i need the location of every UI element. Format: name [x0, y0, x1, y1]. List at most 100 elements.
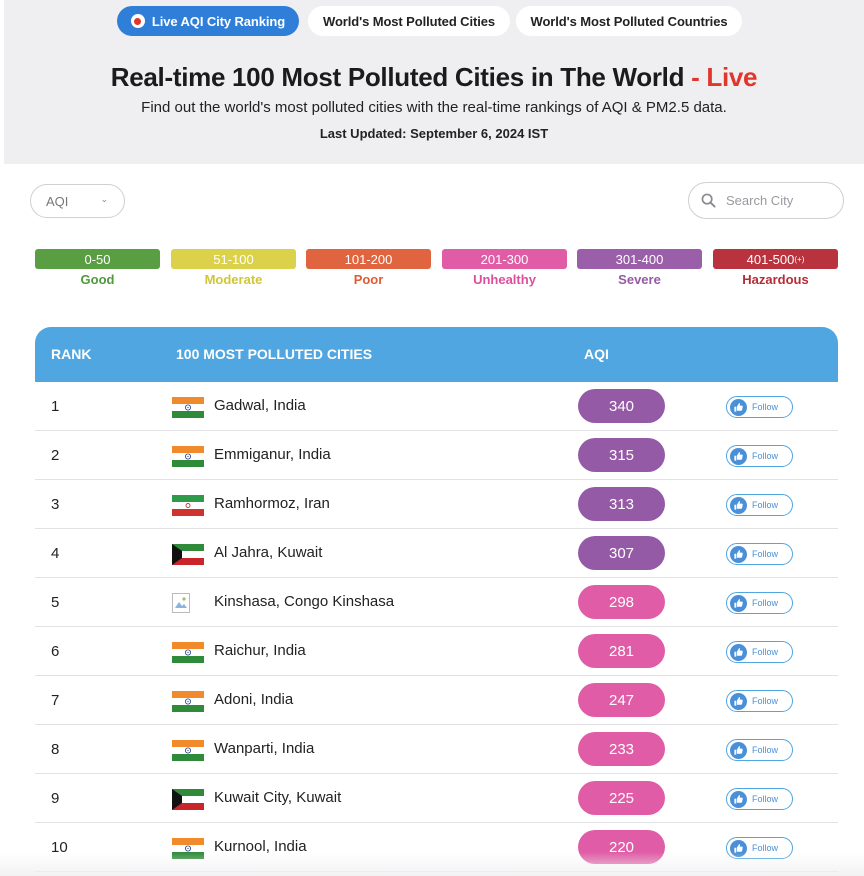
follow-button[interactable]: Follow: [726, 641, 793, 663]
scale-range-text: 51-100: [213, 251, 254, 267]
follow-button[interactable]: Follow: [726, 788, 793, 810]
metric-select[interactable]: AQI ⌄: [30, 184, 125, 218]
table-row[interactable]: 7 Adoni, India 247 Follow: [35, 676, 838, 725]
table-row[interactable]: 1 Gadwal, India 340 Follow: [35, 382, 838, 431]
tab-live-aqi-city-ranking[interactable]: Live AQI City Ranking: [117, 6, 299, 36]
scale-range: 201-300: [442, 249, 567, 269]
chevron-down-icon: ⌄: [100, 194, 108, 204]
table-row[interactable]: 9 Kuwait City, Kuwait 225 Follow: [35, 774, 838, 823]
follow-button[interactable]: Follow: [726, 494, 793, 516]
search-icon: [701, 193, 716, 208]
row-city[interactable]: Gadwal, India: [214, 397, 306, 414]
scale-item-severe: 301-400 Severe: [577, 249, 702, 287]
aqi-badge: 220: [578, 830, 665, 864]
search-box[interactable]: [688, 182, 844, 219]
aqi-badge: 313: [578, 487, 665, 521]
flag-india-icon: [172, 740, 204, 761]
table-header: RANK 100 MOST POLLUTED CITIES AQI: [35, 327, 838, 382]
table-row[interactable]: 6 Raichur, India 281 Follow: [35, 627, 838, 676]
row-city[interactable]: Wanparti, India: [214, 740, 315, 757]
follow-button[interactable]: Follow: [726, 445, 793, 467]
follow-button[interactable]: Follow: [726, 690, 793, 712]
follow-label: Follow: [752, 549, 779, 559]
aqi-badge: 340: [578, 389, 665, 423]
scale-range: 301-400: [577, 249, 702, 269]
follow-button[interactable]: Follow: [726, 837, 793, 859]
page-title: Real-time 100 Most Polluted Cities in Th…: [4, 62, 864, 93]
row-city[interactable]: Al Jahra, Kuwait: [214, 544, 323, 561]
flag-kuwait-icon: [172, 789, 204, 810]
row-rank: 7: [51, 692, 60, 709]
follow-label: Follow: [752, 745, 779, 755]
row-rank: 10: [51, 839, 68, 856]
row-city[interactable]: Adoni, India: [214, 691, 294, 708]
thumbs-up-icon: [730, 447, 747, 465]
follow-button[interactable]: Follow: [726, 543, 793, 565]
aqi-badge: 247: [578, 683, 665, 717]
scale-range-text: 301-400: [615, 251, 664, 267]
aqi-scale-legend: 0-50 Good 51-100 Moderate 101-200 Poor 201-300…: [35, 249, 838, 291]
follow-label: Follow: [752, 451, 779, 461]
header-rank: RANK: [51, 346, 92, 362]
row-city[interactable]: Ramhormoz, Iran: [214, 495, 330, 512]
scale-range-text: 0-50: [84, 251, 111, 267]
scale-range: 401-500 (+): [713, 249, 838, 269]
aqi-badge: 225: [578, 781, 665, 815]
title-live-label: - Live: [691, 62, 758, 92]
table-row[interactable]: 5 Kinshasa, Congo Kinshasa 298 Follow: [35, 578, 838, 627]
flag-india-icon: [172, 838, 204, 859]
title-text: Real-time 100 Most Polluted Cities in Th…: [110, 62, 685, 92]
follow-label: Follow: [752, 843, 779, 853]
follow-label: Follow: [752, 598, 779, 608]
thumbs-up-icon: [730, 692, 747, 710]
table-row[interactable]: 4 Al Jahra, Kuwait 307 Follow: [35, 529, 838, 578]
thumbs-up-icon: [730, 741, 747, 759]
follow-button[interactable]: Follow: [726, 396, 793, 418]
table-row[interactable]: 8 Wanparti, India 233 Follow: [35, 725, 838, 774]
last-updated: Last Updated: September 6, 2024 IST: [319, 126, 549, 141]
row-city[interactable]: Kurnool, India: [214, 838, 307, 855]
scale-range-text: 401-500: [746, 251, 795, 267]
tab-worlds-most-polluted-cities[interactable]: World's Most Polluted Cities: [308, 6, 510, 36]
aqi-badge: 233: [578, 732, 665, 766]
page-subtitle: Find out the world's most polluted citie…: [141, 99, 727, 116]
tab-worlds-most-polluted-countries[interactable]: World's Most Polluted Countries: [516, 6, 742, 36]
thumbs-up-icon: [730, 545, 747, 563]
table-row[interactable]: 3 Ramhormoz, Iran 313 Follow: [35, 480, 838, 529]
flag-india-icon: [172, 397, 204, 418]
aqi-badge: 315: [578, 438, 665, 472]
row-rank: 6: [51, 643, 60, 660]
aqi-badge: 307: [578, 536, 665, 570]
header-aqi: AQI: [584, 346, 609, 362]
row-city[interactable]: Emmiganur, India: [214, 446, 331, 463]
scale-label: Unhealthy: [473, 272, 536, 287]
scale-item-poor: 101-200 Poor: [306, 249, 431, 287]
scale-range: 0-50: [35, 249, 160, 269]
row-city[interactable]: Kinshasa, Congo Kinshasa: [214, 593, 395, 610]
thumbs-up-icon: [730, 496, 747, 514]
search-city-input[interactable]: [726, 193, 826, 208]
thumbs-up-icon: [730, 398, 747, 416]
scale-range-text: 101-200: [344, 251, 393, 267]
follow-button[interactable]: Follow: [726, 739, 793, 761]
table-row[interactable]: 10 Kurnool, India 220 Follow: [35, 823, 838, 872]
row-city[interactable]: Kuwait City, Kuwait: [214, 789, 342, 806]
flag-india-icon: [172, 642, 204, 663]
table-row[interactable]: 2 Emmiganur, India 315 Follow: [35, 431, 838, 480]
follow-label: Follow: [752, 500, 779, 510]
tab-label: World's Most Polluted Cities: [323, 13, 495, 29]
follow-button[interactable]: Follow: [726, 592, 793, 614]
row-rank: 2: [51, 447, 60, 464]
flag-broken-icon: [172, 593, 204, 614]
row-city[interactable]: Raichur, India: [214, 642, 306, 659]
scale-item-unhealthy: 201-300 Unhealthy: [442, 249, 567, 287]
aqi-badge: 281: [578, 634, 665, 668]
follow-label: Follow: [752, 696, 779, 706]
tab-label: World's Most Polluted Countries: [530, 13, 728, 29]
follow-label: Follow: [752, 402, 779, 412]
scale-label: Good: [80, 272, 115, 287]
scale-range-sup: (+): [794, 254, 805, 264]
row-rank: 1: [51, 398, 60, 415]
aqi-badge: 298: [578, 585, 665, 619]
header-cities: 100 MOST POLLUTED CITIES: [176, 346, 373, 362]
